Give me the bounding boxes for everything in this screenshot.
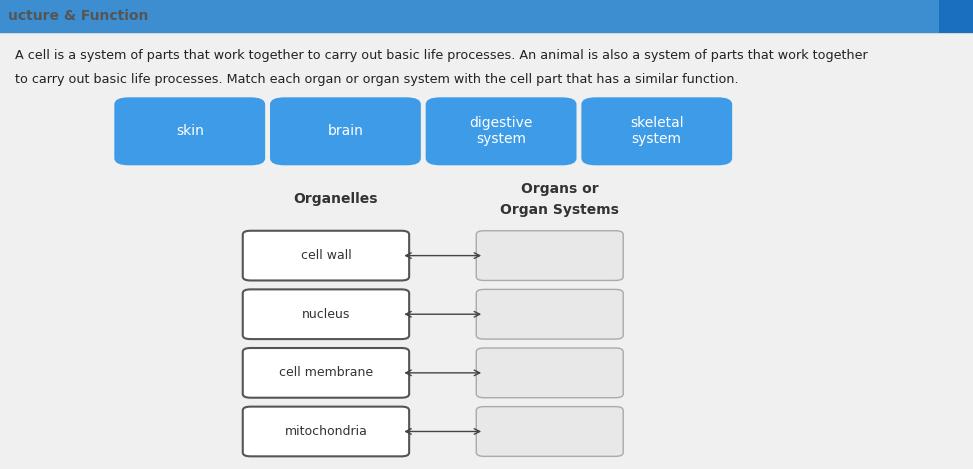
Text: digestive
system: digestive system xyxy=(469,116,533,146)
FancyBboxPatch shape xyxy=(582,98,733,166)
Text: brain: brain xyxy=(328,124,363,138)
Text: Organelles: Organelles xyxy=(294,192,378,206)
Text: A cell is a system of parts that work together to carry out basic life processes: A cell is a system of parts that work to… xyxy=(15,49,867,62)
Text: nucleus: nucleus xyxy=(302,308,350,321)
Text: mitochondria: mitochondria xyxy=(284,425,368,438)
FancyBboxPatch shape xyxy=(243,407,409,456)
FancyBboxPatch shape xyxy=(476,407,624,456)
Text: Organ Systems: Organ Systems xyxy=(500,203,619,217)
Text: skin: skin xyxy=(176,124,203,138)
FancyBboxPatch shape xyxy=(0,0,973,33)
FancyBboxPatch shape xyxy=(476,348,624,398)
Text: to carry out basic life processes. Match each organ or organ system with the cel: to carry out basic life processes. Match… xyxy=(15,73,739,86)
Text: Organs or: Organs or xyxy=(521,182,598,196)
FancyBboxPatch shape xyxy=(426,98,576,166)
Text: skeletal
system: skeletal system xyxy=(630,116,684,146)
FancyBboxPatch shape xyxy=(243,289,409,339)
Text: ucture & Function: ucture & Function xyxy=(8,9,148,23)
FancyBboxPatch shape xyxy=(476,231,624,280)
Text: cell membrane: cell membrane xyxy=(279,366,373,379)
FancyBboxPatch shape xyxy=(243,231,409,280)
FancyBboxPatch shape xyxy=(115,98,266,166)
FancyBboxPatch shape xyxy=(939,0,973,33)
FancyBboxPatch shape xyxy=(476,289,624,339)
Text: cell wall: cell wall xyxy=(301,249,351,262)
FancyBboxPatch shape xyxy=(270,98,420,166)
FancyBboxPatch shape xyxy=(243,348,409,398)
